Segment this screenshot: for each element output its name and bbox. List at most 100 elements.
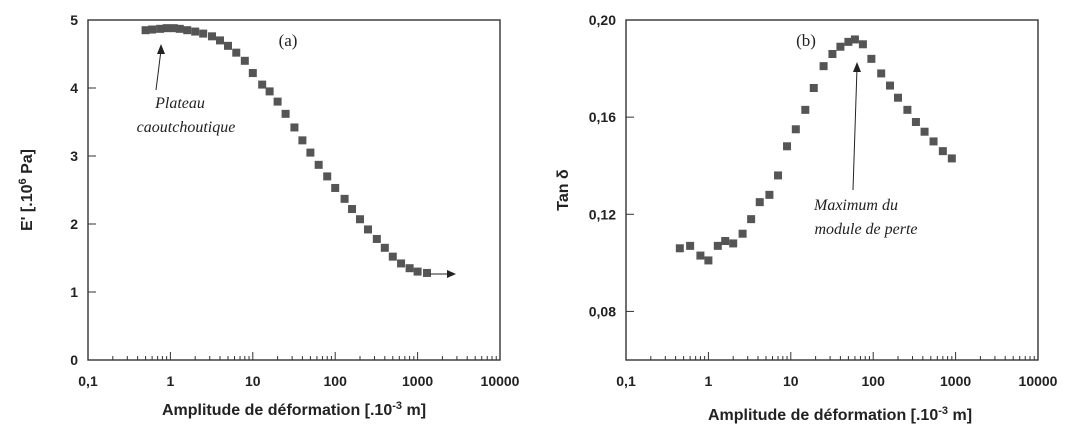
data-point [208,32,217,41]
data-point [340,194,349,203]
x-axis-title-a: Amplitude de déformation [.10-3 m] [162,400,426,419]
data-point [886,81,895,90]
axis-ticks-b [625,19,1035,360]
x-tick-label: 10 [245,373,261,389]
x-tick-label: 1000 [402,373,433,389]
annotation-loss-max-arrow [852,67,858,191]
data-point [858,40,867,49]
data-point [323,172,332,181]
data-point [223,41,232,50]
annotation-plateau-line-1: Plateau [154,95,205,112]
data-point [877,69,886,78]
data-point [141,26,150,35]
x-tick-label: 1000 [940,373,971,389]
y-tick-labels-a: 0 1 2 3 4 5 [70,12,78,368]
data-point [774,171,783,180]
annotation-loss-max: Maximum du module de perte [813,62,918,238]
data-point [290,123,299,132]
data-point [686,241,695,250]
data-point [911,118,920,126]
data-point [405,264,414,273]
data-point [747,215,756,224]
data-point [828,50,837,58]
data-point [372,234,381,243]
annotation-loss-max-line-1: Maximum du [813,197,898,214]
data-point [306,148,315,157]
data-point [273,97,282,106]
data-point [844,37,853,46]
data-point [199,29,208,38]
data-point [175,24,184,33]
x-axis-title-b-sup: -3 [938,405,948,417]
data-point [356,215,365,224]
data-point [183,26,192,35]
data-point [704,256,713,265]
y-tick-label: 0,12 [589,206,616,222]
y-axis-title-a-tail: Pa] [19,149,36,178]
x-axis-title-a-sup: -3 [392,400,402,412]
annotation-plateau-arrowhead [157,44,165,54]
data-point [363,225,372,234]
data-point [380,243,389,252]
data-point [240,56,249,65]
data-point [281,109,290,118]
y-axis-title-b: Tan δ [555,169,572,211]
data-point [258,80,267,89]
axis-ticks-a [87,19,497,361]
x-axis-title-a-tail: m] [402,402,426,419]
data-point [314,160,323,169]
x-tick-label: 10000 [1019,373,1058,389]
data-point [903,105,912,114]
annotation-plateau-line-2: caoutchoutique [137,119,236,136]
x-tick-labels-a: 0,1 1 10 100 1000 10000 [78,373,519,389]
data-point [232,48,241,57]
y-tick-label: 1 [70,284,78,300]
data-points-b [675,35,956,265]
data-point [191,27,200,36]
data-point [721,237,730,245]
data-point [801,105,810,114]
x-axis-title-b-main: Amplitude de déformation [.10 [708,407,938,424]
data-point [850,35,859,44]
data-point [713,241,722,250]
x-tick-label: 10 [783,373,799,389]
data-point [169,24,178,33]
y-axis-title-a-main: E' [.10 [19,184,36,231]
data-point [148,25,157,34]
data-point [696,251,705,260]
data-point [738,229,747,238]
data-point [867,54,876,63]
data-point [920,127,929,136]
x-tick-label: 100 [324,373,348,389]
data-point [819,62,828,71]
data-point [938,147,947,156]
y-tick-labels-b: 0,08 0,12 0,16 0,20 [589,12,616,319]
continuation-arrow [430,270,456,278]
data-point [755,198,764,207]
data-point [298,136,307,145]
x-axis-title-a-main: Amplitude de déformation [.10 [162,402,392,419]
panel-label-b: (b) [796,31,816,50]
data-point [791,125,800,134]
x-tick-label: 0,1 [616,373,636,389]
annotation-loss-max-line-2: module de perte [814,221,917,238]
x-axis-title-b: Amplitude de déformation [.10-3 m] [708,405,972,424]
data-points-a [141,24,431,277]
y-tick-label: 5 [70,12,78,28]
data-point [156,24,165,33]
y-tick-label: 0 [70,352,78,368]
data-point [765,190,774,199]
chart-panel-b: 0,1 1 10 100 1000 10000 0,080,120,160,20 (b) … [555,12,1058,424]
data-point [348,205,357,214]
data-point [929,137,938,146]
x-tick-label: 1 [167,373,175,389]
y-axis-title-a: E' [.106 Pa] [17,149,36,231]
data-point [216,36,225,45]
annotation-loss-max-arrowhead [853,62,861,72]
data-point [675,244,684,253]
chart-panel-a: 0,1 1 10 100 1000 10000 0 1 2 3 4 5 (a) Amplitude … [17,12,520,419]
data-point [783,142,792,151]
data-point [388,252,397,261]
panel-label-a: (a) [279,31,298,50]
